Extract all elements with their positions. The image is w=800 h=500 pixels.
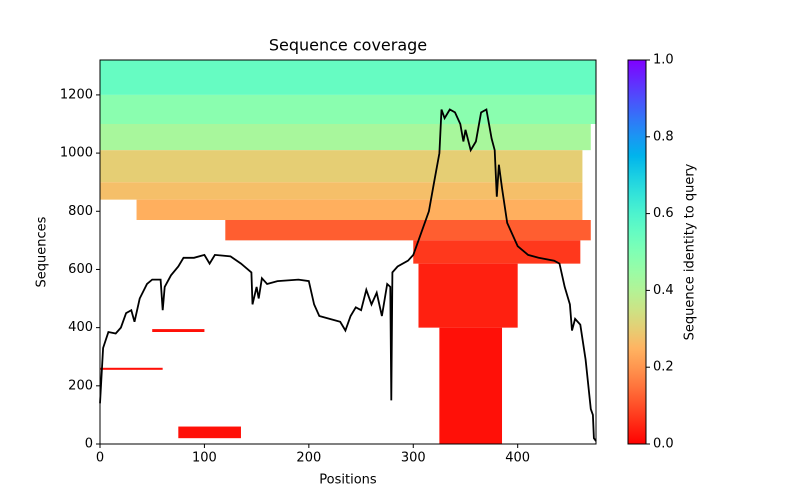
x-tick-label: 0 xyxy=(96,451,104,466)
colorbar-tick-label: 0.6 xyxy=(653,206,674,221)
coverage-band xyxy=(100,150,583,183)
plot-frame xyxy=(99,59,597,445)
y-tick-label: 1200 xyxy=(60,87,93,102)
coverage-band xyxy=(100,124,591,151)
x-tick-label: 200 xyxy=(296,451,321,466)
colorbar-tick-label: 0.4 xyxy=(653,283,674,298)
coverage-band xyxy=(100,60,596,95)
x-tick-label: 300 xyxy=(401,451,426,466)
coverage-band xyxy=(439,327,503,444)
x-tick-label: 100 xyxy=(192,451,217,466)
colorbar-tick-label: 0.2 xyxy=(653,360,674,375)
y-tick-label: 600 xyxy=(68,262,93,277)
y-axis-label: Sequences xyxy=(35,216,50,287)
x-axis-label: Positions xyxy=(319,473,377,488)
chart-title: Sequence coverage xyxy=(269,36,427,55)
coverage-band xyxy=(413,240,581,264)
coverage-band xyxy=(418,263,518,328)
colorbar-tick-label: 0.0 xyxy=(653,437,674,452)
coverage-line xyxy=(99,108,597,442)
colorbar-tick-label: 0.8 xyxy=(653,129,674,144)
coverage-band xyxy=(100,94,596,124)
colorbar-tick-label: 1.0 xyxy=(653,53,674,68)
coverage-band xyxy=(178,426,241,439)
colorbar-label: Sequence identity to query xyxy=(683,163,698,340)
x-tick-label: 400 xyxy=(505,451,530,466)
coverage-band xyxy=(100,367,163,370)
y-tick-label: 200 xyxy=(68,378,93,393)
coverage-band xyxy=(136,199,583,220)
y-tick-label: 400 xyxy=(68,320,93,335)
y-tick-label: 1000 xyxy=(60,146,93,161)
coverage-band xyxy=(225,220,591,241)
coverage-band xyxy=(100,182,583,200)
y-tick-label: 800 xyxy=(68,204,93,219)
colorbar xyxy=(627,59,647,445)
coverage-band xyxy=(152,329,205,332)
y-tick-label: 0 xyxy=(85,437,93,452)
